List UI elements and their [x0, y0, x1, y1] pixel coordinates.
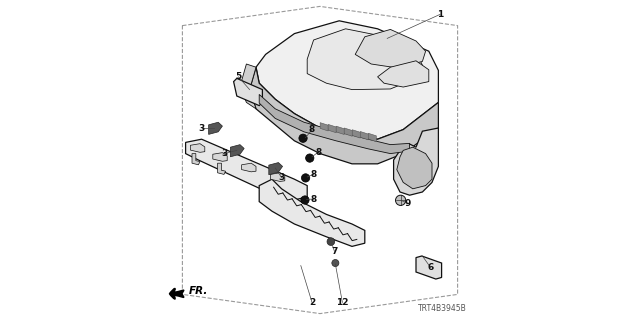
Circle shape	[299, 134, 307, 142]
Polygon shape	[328, 124, 336, 133]
Polygon shape	[186, 139, 307, 202]
Text: 3: 3	[221, 149, 227, 158]
Polygon shape	[369, 133, 376, 141]
Text: 3: 3	[198, 124, 205, 132]
Polygon shape	[270, 173, 285, 181]
Text: 12: 12	[336, 298, 349, 307]
Polygon shape	[397, 147, 432, 189]
Text: 8: 8	[316, 148, 321, 156]
Text: 6: 6	[428, 263, 433, 272]
Polygon shape	[234, 78, 262, 106]
Polygon shape	[218, 163, 226, 174]
Polygon shape	[360, 132, 368, 140]
Text: FR.: FR.	[189, 286, 208, 296]
Polygon shape	[378, 61, 429, 87]
Polygon shape	[212, 153, 227, 161]
Polygon shape	[344, 128, 352, 136]
Polygon shape	[191, 144, 205, 152]
Polygon shape	[352, 130, 360, 138]
Circle shape	[306, 154, 314, 162]
Polygon shape	[230, 145, 244, 157]
Polygon shape	[250, 67, 438, 164]
Polygon shape	[240, 64, 256, 109]
Text: 7: 7	[332, 247, 337, 256]
Polygon shape	[394, 128, 438, 195]
Text: 8: 8	[309, 125, 315, 134]
Text: 8: 8	[310, 170, 317, 179]
Polygon shape	[192, 154, 200, 165]
Polygon shape	[259, 179, 365, 246]
Polygon shape	[269, 163, 283, 175]
Circle shape	[327, 238, 335, 245]
Circle shape	[301, 196, 309, 204]
Circle shape	[396, 195, 406, 205]
Text: TRT4B3945B: TRT4B3945B	[419, 304, 467, 313]
Polygon shape	[320, 123, 328, 131]
Circle shape	[301, 174, 310, 182]
Text: 2: 2	[309, 298, 315, 307]
Circle shape	[332, 260, 339, 267]
Text: 9: 9	[405, 199, 411, 208]
Text: 5: 5	[236, 72, 241, 81]
Polygon shape	[336, 126, 344, 134]
Polygon shape	[256, 21, 438, 139]
Text: 8: 8	[310, 195, 317, 204]
Polygon shape	[242, 163, 256, 172]
Text: 3: 3	[278, 173, 285, 182]
Polygon shape	[416, 256, 442, 279]
Text: 1: 1	[437, 10, 443, 19]
Polygon shape	[259, 94, 410, 154]
Polygon shape	[355, 29, 426, 68]
Polygon shape	[209, 122, 223, 134]
Polygon shape	[307, 29, 422, 90]
